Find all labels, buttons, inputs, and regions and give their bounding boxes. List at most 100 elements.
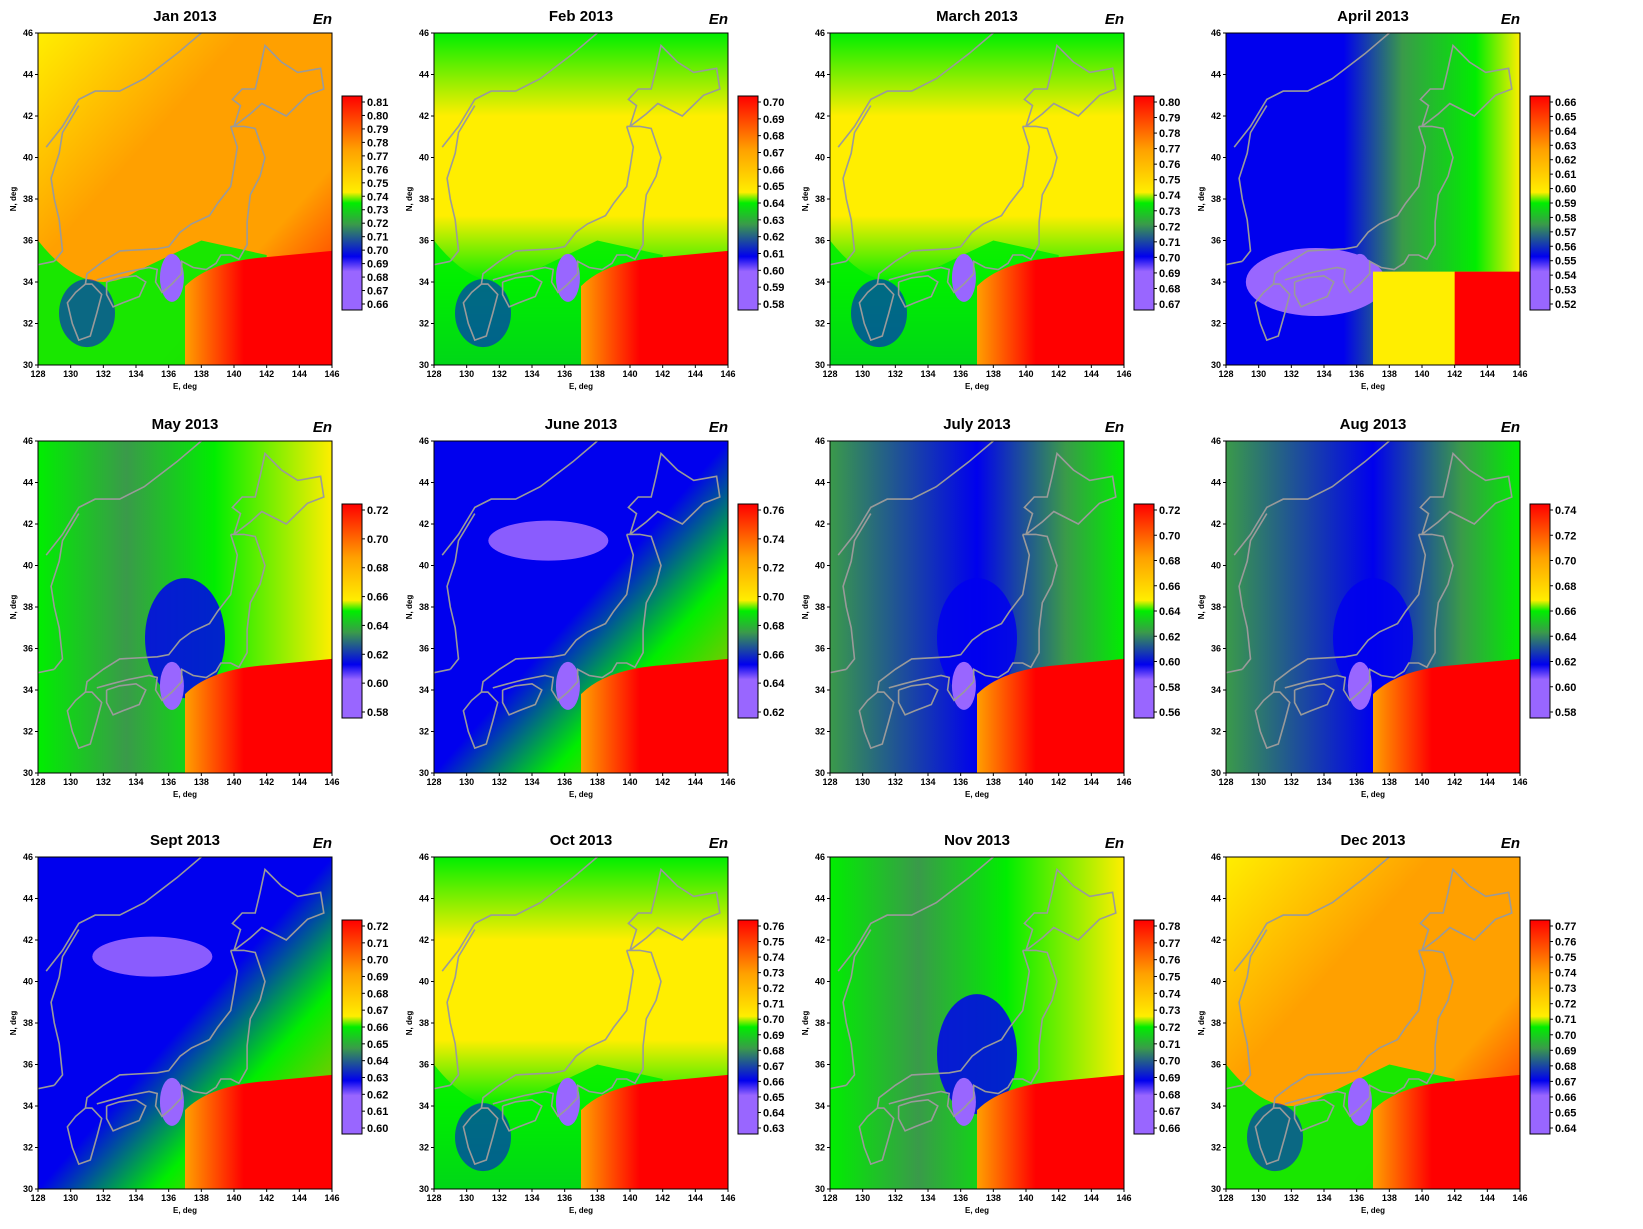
x-tick-label: 134 <box>920 777 935 787</box>
x-tick-label: 128 <box>30 777 45 787</box>
colorbar-tick-label: 0.69 <box>367 972 388 984</box>
x-tick-label: 132 <box>1284 777 1299 787</box>
coastline <box>888 949 1058 1118</box>
colorbar-tick-label: 0.59 <box>1555 198 1576 210</box>
panel-title: April 2013 <box>1337 8 1409 25</box>
violet-core <box>1347 661 1372 710</box>
coastline <box>480 534 635 693</box>
colorbar-tick-label: 0.66 <box>1159 1123 1180 1135</box>
colorbar-tick-label: 0.64 <box>367 1056 389 1068</box>
colorbar-tick-label: 0.62 <box>1555 155 1576 167</box>
panel-title: July 2013 <box>943 416 1011 433</box>
coastline <box>480 126 635 285</box>
colorbar-tick-label: 0.81 <box>367 97 388 109</box>
y-axis-label: N, deg <box>405 1011 414 1036</box>
coastline <box>66 691 103 750</box>
colorbar-tick-label: 0.76 <box>1159 955 1180 967</box>
x-tick-label: 128 <box>426 777 441 787</box>
panel-nov-2013: 128 130 132 134 136 138 140 142 144 146 30 32 34 36 38… <box>801 832 1181 1215</box>
coastline <box>627 43 721 128</box>
map-area <box>830 441 1124 773</box>
colorbar-tick-label: 0.65 <box>367 1039 388 1051</box>
coastline <box>888 125 1058 294</box>
panel-feb-2013: 128 130 132 134 136 138 140 142 144 146 30 32 34 36 38… <box>405 8 785 391</box>
colorbar-tick-label: 0.71 <box>1159 1039 1180 1051</box>
x-tick-label: 142 <box>1051 369 1066 379</box>
x-tick-label: 138 <box>590 369 605 379</box>
y-tick-label: 30 <box>23 768 33 778</box>
colorbar-tick-label: 0.75 <box>763 937 784 949</box>
x-tick-label: 142 <box>655 777 670 787</box>
x-tick-label: 142 <box>1447 777 1462 787</box>
colorbar-tick-label: 0.58 <box>367 707 388 719</box>
coastline <box>492 533 662 702</box>
x-tick-label: 144 <box>688 1193 703 1203</box>
coastline <box>1238 929 1268 1086</box>
colorbar-tick-label: 0.80 <box>367 110 388 122</box>
coastline <box>45 857 202 972</box>
colorbar-tick-label: 0.72 <box>367 218 388 230</box>
x-axis-label: E, deg <box>569 1206 593 1215</box>
y-tick-label: 44 <box>815 478 825 488</box>
colorbar-tick-label: 0.74 <box>1159 988 1181 1000</box>
coastline <box>434 1084 451 1090</box>
x-tick-label: 134 <box>524 369 539 379</box>
colorbar-tick-label: 0.58 <box>1555 707 1576 719</box>
southeast-region <box>185 250 332 365</box>
coastline <box>1233 33 1390 148</box>
x-tick-label: 146 <box>720 777 735 787</box>
x-tick-label: 146 <box>324 1193 339 1203</box>
panel-title: Jan 2013 <box>153 8 216 25</box>
y-tick-label: 44 <box>1211 478 1221 488</box>
x-tick-label: 136 <box>1349 1193 1364 1203</box>
coastline <box>84 534 239 693</box>
x-tick-label: 132 <box>1284 1193 1299 1203</box>
x-tick-label: 142 <box>259 369 274 379</box>
x-tick-label: 144 <box>1480 1193 1495 1203</box>
y-axis-label: N, deg <box>1197 595 1206 620</box>
y-tick-label: 46 <box>815 28 825 38</box>
x-tick-label: 138 <box>986 1193 1001 1203</box>
x-axis-label: E, deg <box>1361 1206 1385 1215</box>
colorbar-tick-label: 0.77 <box>1159 144 1180 156</box>
y-tick-label: 34 <box>419 1101 429 1111</box>
southeast-region <box>581 658 728 773</box>
violet-core <box>555 1077 580 1126</box>
coastline <box>888 533 1058 702</box>
coastline <box>1023 451 1117 536</box>
coastline <box>492 949 662 1118</box>
x-axis-label: E, deg <box>173 1206 197 1215</box>
y-tick-label: 32 <box>815 727 825 737</box>
colorbar-tick-label: 0.62 <box>367 1089 388 1101</box>
colorbar-tick-label: 0.69 <box>763 1030 784 1042</box>
colorbar-tick-label: 0.70 <box>367 245 388 257</box>
coastline <box>105 682 147 716</box>
colorbar-tick-label: 0.66 <box>367 592 388 604</box>
colorbar-tick-label: 0.68 <box>763 131 784 143</box>
colorbar-tick-label: 0.59 <box>763 282 784 294</box>
x-tick-label: 140 <box>1414 777 1429 787</box>
y-tick-label: 40 <box>1211 153 1221 163</box>
x-tick-label: 130 <box>855 777 870 787</box>
x-tick-label: 138 <box>986 777 1001 787</box>
colorbar-tick-label: 0.72 <box>763 983 784 995</box>
x-tick-label: 146 <box>324 369 339 379</box>
x-tick-label: 128 <box>1218 777 1233 787</box>
y-tick-label: 30 <box>815 1184 825 1194</box>
x-tick-label: 144 <box>1084 777 1099 787</box>
colorbar-tick-label: 0.71 <box>1555 1014 1576 1026</box>
colorbar-tick-label: 0.54 <box>1555 270 1577 282</box>
colorbar-tick-label: 0.67 <box>1555 1076 1576 1088</box>
colorbar-tick-label: 0.60 <box>1159 657 1180 669</box>
coastline <box>446 513 476 670</box>
southeast-region <box>581 250 728 365</box>
colorbar-tick-label: 0.70 <box>763 97 784 109</box>
violet-core <box>1347 1077 1372 1126</box>
x-tick-label: 128 <box>426 1193 441 1203</box>
colorbar-tick-label: 0.68 <box>1555 581 1576 593</box>
coastline <box>1254 283 1291 342</box>
x-tick-label: 132 <box>96 1193 111 1203</box>
x-tick-label: 144 <box>688 777 703 787</box>
y-tick-label: 42 <box>1211 519 1221 529</box>
x-tick-label: 138 <box>590 777 605 787</box>
